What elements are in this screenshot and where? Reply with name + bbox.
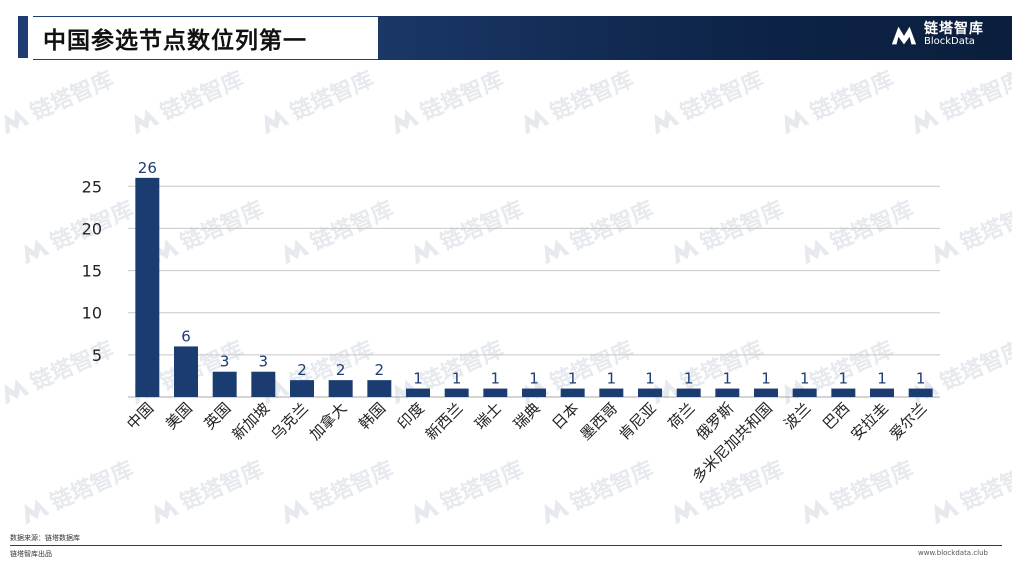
- x-tick-label: 印度: [394, 399, 428, 433]
- y-tick-label: 15: [82, 262, 102, 281]
- x-tick-label: 瑞典: [510, 399, 544, 433]
- data-label: 2: [297, 361, 307, 379]
- brand-name-en: BlockData: [924, 35, 975, 47]
- footer-divider: [10, 545, 1002, 546]
- data-label: 3: [259, 353, 269, 371]
- bar: [908, 388, 933, 397]
- bar: [290, 380, 314, 397]
- blockdata-logo-icon: [891, 26, 917, 44]
- bar: [251, 371, 276, 397]
- data-label: 1: [761, 370, 771, 388]
- y-tick-label: 25: [82, 177, 102, 196]
- x-tick-label: 荷兰: [665, 399, 699, 433]
- data-label: 2: [375, 361, 385, 379]
- bar: [406, 388, 430, 397]
- data-label: 2: [336, 361, 346, 379]
- data-label: 1: [723, 370, 733, 388]
- title-box: 中国参选节点数位列第一: [33, 16, 378, 60]
- data-label: 26: [138, 159, 157, 177]
- bar: [135, 177, 160, 397]
- x-tick-label: 乌克兰: [267, 399, 312, 444]
- data-label: 1: [839, 370, 849, 388]
- x-tick-label: 美国: [162, 399, 196, 433]
- bar: [754, 388, 778, 397]
- bar: [638, 388, 662, 397]
- source-note: 数据来源：链塔数据库: [10, 534, 80, 542]
- data-label: 1: [413, 370, 423, 388]
- x-tick-label: 韩国: [355, 399, 389, 433]
- bar: [444, 388, 469, 397]
- x-tick-label: 新西兰: [422, 399, 467, 444]
- bar: [676, 388, 701, 397]
- data-label: 3: [220, 353, 230, 371]
- x-tick-label: 巴西: [819, 399, 853, 433]
- data-label: 1: [452, 370, 462, 388]
- x-tick-label: 新加坡: [229, 399, 274, 444]
- bar: [367, 380, 392, 397]
- data-label: 1: [645, 370, 655, 388]
- data-label: 1: [568, 370, 578, 388]
- bar: [522, 388, 546, 397]
- data-label: 1: [529, 370, 539, 388]
- bar: [870, 388, 894, 397]
- bar: [715, 388, 740, 397]
- page-title: 中国参选节点数位列第一: [43, 28, 307, 54]
- x-tick-label: 墨西哥: [577, 399, 622, 444]
- data-label: 6: [181, 327, 191, 345]
- bar: [560, 388, 585, 397]
- x-tick-label: 肯尼亚: [615, 399, 660, 444]
- bar: [599, 388, 624, 397]
- publisher-note: 链塔智库出品: [10, 550, 52, 558]
- bar: [831, 388, 856, 397]
- x-tick-label: 日本: [549, 399, 583, 433]
- data-label: 1: [877, 370, 887, 388]
- brand-logo: 链塔智库 BlockData: [890, 22, 984, 47]
- bar: [212, 371, 237, 397]
- data-label: 1: [800, 370, 810, 388]
- data-label: 1: [916, 370, 926, 388]
- y-tick-label: 20: [82, 219, 102, 238]
- x-tick-label: 瑞士: [471, 399, 505, 433]
- data-label: 1: [491, 370, 501, 388]
- x-tick-label: 波兰: [781, 399, 815, 433]
- x-tick-label: 爱尔兰: [886, 399, 931, 444]
- x-tick-label: 加拿大: [306, 399, 351, 444]
- y-tick-label: 5: [92, 346, 102, 365]
- data-label: 1: [607, 370, 617, 388]
- bar: [174, 346, 198, 397]
- bar: [328, 380, 353, 397]
- data-label: 1: [684, 370, 694, 388]
- x-tick-label: 英国: [201, 399, 235, 433]
- title-accent-bar: [18, 16, 28, 58]
- x-tick-label: 安拉圭: [847, 399, 892, 444]
- bar: [792, 388, 817, 397]
- brand-name-cn: 链塔智库: [924, 21, 984, 37]
- bar: [483, 388, 508, 397]
- website-link[interactable]: www.blockdata.club: [918, 549, 988, 557]
- x-tick-label: 中国: [123, 399, 157, 433]
- y-tick-label: 10: [82, 304, 102, 323]
